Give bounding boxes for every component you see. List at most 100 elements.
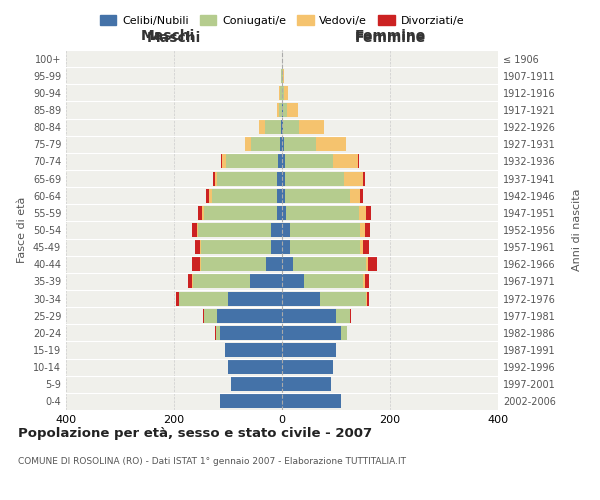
Bar	[363, 240, 370, 254]
Text: COMUNE DI ROSOLINA (RO) - Dati ISTAT 1° gennaio 2007 - Elaborazione TUTTITALIA.I: COMUNE DI ROSOLINA (RO) - Dati ISTAT 1° …	[18, 458, 406, 466]
Bar	[251, 138, 280, 151]
Bar	[363, 172, 365, 185]
Bar	[277, 172, 282, 185]
Bar	[285, 188, 349, 202]
Bar	[278, 154, 282, 168]
Bar	[201, 240, 271, 254]
Bar	[304, 274, 363, 288]
Bar	[282, 378, 331, 392]
Bar	[282, 326, 341, 340]
Bar	[217, 308, 282, 322]
Text: Femmine: Femmine	[355, 28, 425, 42]
Bar	[285, 154, 334, 168]
Bar	[245, 138, 251, 151]
Bar	[282, 394, 341, 408]
Bar	[282, 258, 293, 272]
Bar	[282, 360, 334, 374]
Text: Popolazione per età, sesso e stato civile - 2007: Popolazione per età, sesso e stato civil…	[18, 428, 372, 440]
Bar	[344, 172, 363, 185]
Bar	[359, 206, 366, 220]
Bar	[349, 188, 360, 202]
Bar	[201, 258, 266, 272]
Bar	[265, 120, 281, 134]
Bar	[290, 240, 360, 254]
Bar	[285, 172, 344, 185]
Y-axis label: Anni di nascita: Anni di nascita	[572, 188, 583, 271]
Bar	[280, 138, 282, 151]
Bar	[360, 223, 365, 237]
Bar	[281, 120, 282, 134]
Bar	[350, 308, 351, 322]
Bar	[204, 206, 277, 220]
Bar	[365, 274, 369, 288]
Bar	[203, 308, 204, 322]
Bar	[282, 343, 336, 357]
Bar	[287, 103, 298, 117]
Bar	[226, 154, 278, 168]
Bar	[282, 206, 286, 220]
Bar	[193, 274, 250, 288]
Bar	[282, 154, 285, 168]
Bar	[192, 223, 197, 237]
Bar	[217, 172, 277, 185]
Bar	[198, 206, 202, 220]
Legend: Celibi/Nubili, Coniugati/e, Vedovi/e, Divorziati/e: Celibi/Nubili, Coniugati/e, Vedovi/e, Di…	[95, 10, 469, 30]
Text: Maschi: Maschi	[141, 28, 195, 42]
Bar	[204, 308, 217, 322]
Bar	[336, 308, 349, 322]
Bar	[221, 154, 222, 168]
Bar	[194, 240, 200, 254]
Bar	[271, 223, 282, 237]
Bar	[206, 188, 209, 202]
Bar	[277, 103, 280, 117]
Bar	[284, 86, 288, 100]
Bar	[271, 240, 282, 254]
Bar	[250, 274, 282, 288]
Bar	[366, 292, 367, 306]
Bar	[334, 154, 358, 168]
Bar	[366, 206, 371, 220]
Bar	[363, 274, 365, 288]
Bar	[266, 258, 282, 272]
Bar	[188, 274, 193, 288]
Bar	[179, 292, 228, 306]
Bar	[176, 292, 179, 306]
Bar	[220, 326, 282, 340]
Bar	[284, 138, 316, 151]
Bar	[282, 292, 320, 306]
Bar	[316, 138, 346, 151]
Bar	[220, 394, 282, 408]
Bar	[215, 172, 217, 185]
Bar	[277, 206, 282, 220]
Bar	[282, 188, 285, 202]
Bar	[358, 154, 359, 168]
Bar	[202, 206, 204, 220]
Bar	[283, 68, 284, 82]
Bar	[366, 258, 368, 272]
Bar	[212, 188, 277, 202]
Bar	[282, 274, 304, 288]
Bar	[290, 223, 360, 237]
Bar	[226, 343, 282, 357]
Bar	[228, 360, 282, 374]
Bar	[282, 223, 290, 237]
Y-axis label: Fasce di età: Fasce di età	[17, 197, 27, 263]
Bar	[282, 120, 283, 134]
Bar	[222, 154, 226, 168]
Bar	[228, 292, 282, 306]
Text: Maschi: Maschi	[147, 31, 201, 45]
Bar	[365, 223, 370, 237]
Bar	[198, 223, 271, 237]
Bar	[280, 103, 282, 117]
Bar	[320, 292, 366, 306]
Bar	[282, 172, 285, 185]
Bar	[215, 326, 220, 340]
Bar	[286, 206, 359, 220]
Bar	[282, 86, 284, 100]
Text: Femmine: Femmine	[355, 31, 425, 45]
Bar	[360, 188, 363, 202]
Bar	[282, 138, 284, 151]
Bar	[230, 378, 282, 392]
Bar	[280, 86, 282, 100]
Bar	[213, 172, 215, 185]
